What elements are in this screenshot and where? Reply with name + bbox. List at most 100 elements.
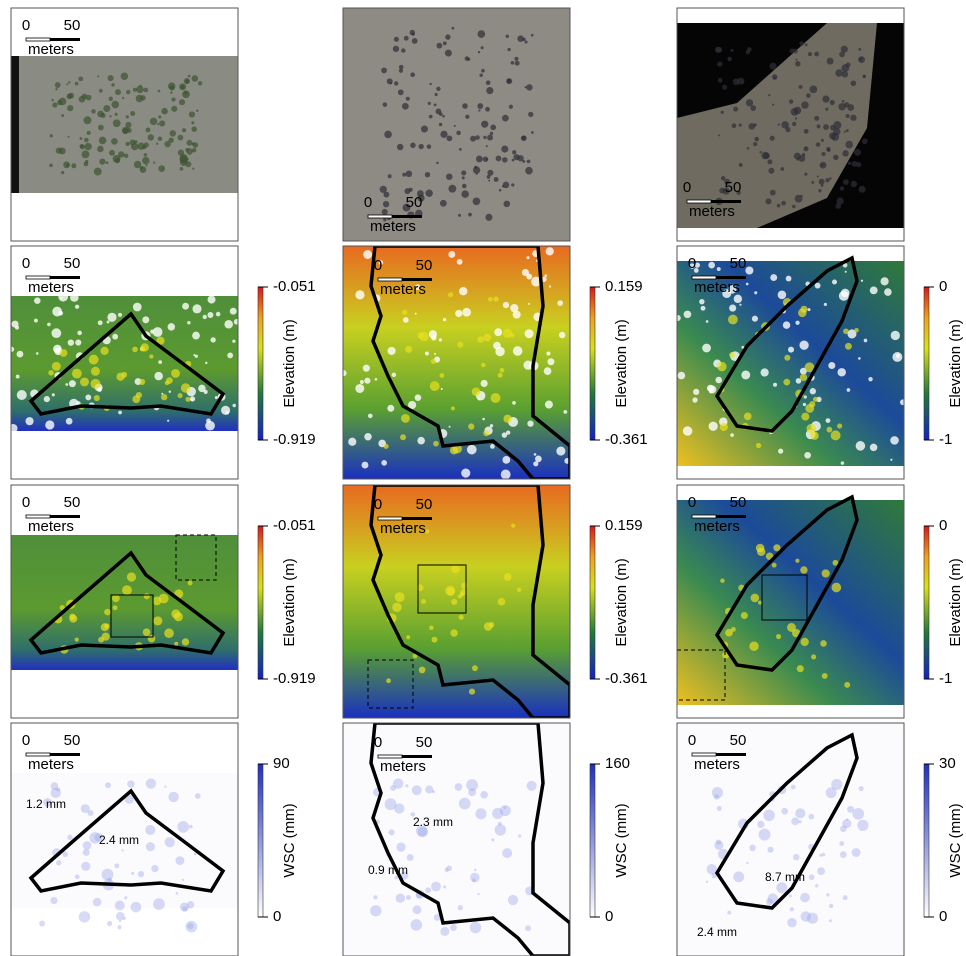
photo-texture (87, 131, 91, 135)
hummock (813, 397, 818, 402)
photo-texture (485, 107, 490, 112)
water-patch (770, 274, 777, 281)
water-patch (449, 426, 451, 428)
water-patch (215, 396, 218, 399)
colorbar-label: Elevation (m) (281, 319, 298, 407)
photo-texture (468, 213, 472, 217)
photo-texture (859, 186, 866, 193)
water-patch (708, 386, 716, 394)
photo-texture (481, 69, 485, 73)
photo-texture (189, 111, 195, 117)
photo-texture (98, 125, 104, 131)
colorbar-label: Elevation (m) (947, 558, 964, 646)
photo-texture (479, 73, 482, 76)
water-patch (884, 288, 892, 296)
water-patch (415, 313, 417, 315)
photo-texture (409, 188, 413, 192)
colorbar-max: 0 (939, 517, 947, 534)
photo-texture (49, 163, 53, 167)
photo-texture (478, 30, 486, 38)
photo-texture (140, 95, 145, 100)
colorbar-max: 30 (939, 755, 956, 772)
photo-texture (388, 174, 392, 178)
photo-texture (835, 69, 842, 76)
photo-texture (448, 185, 456, 193)
photo-texture (795, 195, 803, 203)
photo-texture (126, 90, 130, 94)
photo-texture (180, 167, 184, 171)
photo-texture (795, 59, 797, 61)
hummock (386, 678, 391, 683)
photo-texture (66, 83, 68, 85)
photo-texture (82, 150, 90, 158)
water-patch (169, 391, 171, 393)
photo-texture (506, 35, 509, 38)
water-patch (493, 342, 501, 350)
photo-texture (187, 140, 193, 146)
photo-texture (99, 158, 105, 164)
photo-edge (11, 56, 19, 193)
photo-texture (61, 171, 64, 174)
photo-texture (384, 131, 392, 139)
photo-texture (171, 97, 175, 101)
wsc-patch (706, 881, 708, 883)
wsc-patch (847, 806, 854, 813)
wsc-patch (757, 821, 764, 828)
water-patch (68, 339, 74, 345)
water-patch (858, 357, 861, 360)
photo-texture (481, 46, 484, 49)
photo-texture (122, 97, 124, 99)
photo-texture (727, 57, 732, 62)
water-patch (107, 321, 110, 324)
water-patch (506, 430, 510, 434)
hummock (845, 343, 852, 350)
hummock (451, 599, 457, 605)
photo-texture (67, 94, 73, 100)
water-patch (678, 372, 686, 380)
water-patch (362, 462, 369, 469)
water-patch (804, 452, 811, 459)
photo-texture (781, 121, 789, 129)
hummock (80, 377, 89, 386)
water-patch (494, 328, 502, 336)
photo-texture (130, 111, 135, 116)
photo-texture (799, 85, 803, 89)
hummock (481, 363, 485, 367)
colorbar-min: 0 (939, 908, 947, 925)
hummock (844, 682, 850, 688)
photo-texture (398, 89, 404, 95)
water-patch (34, 297, 41, 304)
photo-texture (158, 90, 161, 93)
water-patch (232, 404, 235, 407)
photo-texture (721, 111, 724, 114)
water-patch (392, 373, 396, 377)
photo-texture (178, 150, 184, 156)
photo-texture (198, 81, 202, 85)
colorbar-min: -0.919 (273, 670, 316, 687)
wsc-patch (164, 786, 166, 788)
photo-texture (511, 61, 515, 65)
wsc-patch (829, 919, 832, 922)
water-patch (462, 308, 471, 317)
scale-end: 50 (64, 17, 81, 34)
wsc-patch (145, 825, 155, 835)
hummock (132, 347, 138, 353)
water-patch (364, 378, 370, 384)
wsc-patch (800, 893, 810, 903)
photo-texture (842, 100, 845, 103)
hummock (104, 623, 109, 628)
hummock (491, 393, 501, 403)
photo-texture (487, 170, 493, 176)
scale-unit: meters (28, 756, 74, 773)
colorbar (258, 526, 263, 679)
hummock (493, 296, 498, 301)
hummock (188, 581, 193, 586)
wsc-patch (829, 904, 833, 908)
photo-texture (434, 103, 437, 106)
water-patch (490, 444, 495, 449)
hummock (831, 430, 841, 440)
photo-texture (768, 168, 774, 174)
hummock (461, 582, 467, 588)
colorbar-max: -0.051 (273, 517, 316, 534)
wsc-patch (795, 808, 805, 818)
